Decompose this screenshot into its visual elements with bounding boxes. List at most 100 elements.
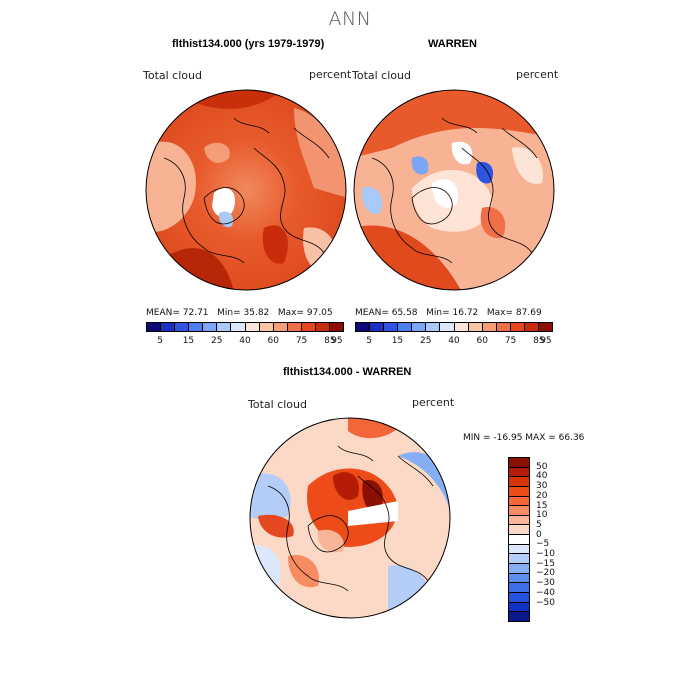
panel1-colorbar-tick-label: 25 [210, 336, 223, 346]
panel3-colorbar-tick-label: 40 [536, 471, 548, 482]
panel2-colorbar-swatch [539, 323, 553, 331]
panel1-colorbar-swatch [175, 323, 190, 331]
panel1-colorbar-swatch [217, 323, 232, 331]
panel3-colorbar-swatch [509, 467, 529, 478]
panel1-colorbar-swatch [203, 323, 218, 331]
panel2-colorbar-swatch [454, 323, 469, 331]
panel3-colorbar-swatch [509, 486, 529, 497]
panel1-min-label: Min= [217, 308, 241, 318]
panel3-colorbar-tick-label: −10 [536, 549, 555, 560]
panel2-units: percent [516, 68, 559, 81]
panel1-colorbar-tick-label: 85 [324, 336, 336, 346]
panel1-title: flthist134.000 (yrs 1979-1979) [172, 38, 325, 50]
panel3-minmax: MIN = -16.95 MAX = 66.36 [463, 433, 585, 443]
panel2-colorbar-swatch [412, 323, 427, 331]
panel3-colorbar-swatch [509, 458, 529, 468]
panel1-variable: Total cloud [143, 69, 202, 82]
panel3-colorbar-tick-label: 0 [536, 529, 542, 540]
panel3-colorbar-swatch [509, 573, 529, 584]
panel1-max-value: 97.05 [306, 308, 333, 318]
panel1-colorbar-tick-label: 40 [239, 336, 251, 346]
panel3-colorbar-swatch [509, 477, 529, 487]
panel1-colorbar-swatch [189, 323, 204, 331]
panel2-colorbar-swatch [384, 323, 399, 331]
panel2-colorbar-swatch [370, 323, 385, 331]
panel1-colorbar-swatch [161, 323, 176, 331]
map-difference-total-cloud [249, 417, 451, 619]
panel2-colorbar-tick-label: 25 [419, 336, 432, 346]
panel2-colorbar-tick-label: 85 [533, 336, 545, 346]
panel3-colorbar-tick-label: 15 [536, 500, 548, 511]
panel2-colorbar-swatch [510, 323, 525, 331]
panel2-colorbar-tick-label: 15 [391, 336, 404, 346]
panel3-colorbar-tick-label: 5 [536, 519, 542, 530]
panel1-units: percent [309, 68, 352, 81]
panel1-colorbar-tick-label: 95 [331, 336, 343, 346]
panel3-colorbar-tick-label: −50 [536, 597, 555, 608]
panel2-max-label: Max= [486, 308, 514, 318]
main-title: ANN [328, 8, 372, 30]
panel3-colorbar-swatch [509, 602, 529, 613]
panel2-min-label: Min= [426, 308, 450, 318]
panel3-colorbar-tick-label: −40 [536, 587, 555, 598]
panel3-colorbar-swatch [509, 496, 529, 507]
panel1-colorbar-swatch [273, 323, 288, 331]
panel2-colorbar-swatch [440, 323, 455, 331]
panel3-colorbar-swatch [509, 525, 529, 536]
panel2-colorbar [355, 322, 553, 332]
panel3-colorbar-swatch [509, 583, 529, 593]
panel2-colorbar-swatch [482, 323, 497, 331]
panel1-colorbar-swatch [147, 323, 162, 331]
map-observed-total-cloud [353, 89, 555, 291]
panel3-colorbar [508, 457, 530, 622]
panel1-colorbar [146, 322, 344, 332]
panel2-colorbar-tick-label: 60 [476, 336, 489, 346]
panel3-colorbar-swatch [509, 564, 529, 574]
panel2-colorbar-swatch [426, 323, 441, 331]
panel1-colorbar-tick-label: 60 [267, 336, 280, 346]
panel1-colorbar-swatch [287, 323, 302, 331]
panel1-colorbar-swatch [330, 323, 344, 331]
panel1-mean-value: 72.71 [182, 308, 209, 318]
panel3-colorbar-tick-label: −30 [536, 578, 555, 589]
panel1-colorbar-swatch [301, 323, 316, 331]
panel3-colorbar-swatch [509, 535, 529, 545]
panel1-min-value: 35.82 [243, 308, 270, 318]
panel2-max-value: 87.69 [515, 308, 542, 318]
panel1-max-label: Max= [277, 308, 305, 318]
panel2-colorbar-tick-label: 5 [366, 336, 373, 346]
panel2-mean-value: 65.58 [391, 308, 418, 318]
panel3-colorbar-swatch [509, 554, 529, 565]
panel2-colorbar-tick-label: 95 [540, 336, 552, 346]
panel1-colorbar-tick-label: 75 [295, 336, 308, 346]
panel3-colorbar-tick-label: −20 [536, 568, 555, 579]
panel3-units: percent [412, 396, 455, 409]
panel2-colorbar-swatch [398, 323, 413, 331]
panel1-colorbar-swatch [245, 323, 260, 331]
panel3-colorbar-tick-label: −15 [536, 558, 555, 569]
panel2-colorbar-swatch [356, 323, 371, 331]
panel1-colorbar-swatch [259, 323, 274, 331]
panel1-stats: MEAN= 72.71 Min= 35.82 Max= 97.05 [146, 308, 333, 318]
panel3-colorbar-tick-label: −5 [536, 539, 550, 550]
panel3-colorbar-tick-label: 30 [536, 481, 548, 492]
panel1-colorbar-tick-label: 15 [182, 336, 195, 346]
panel3-colorbar-swatch [509, 612, 529, 621]
panel2-colorbar-swatch [524, 323, 540, 331]
panel3-colorbar-swatch [509, 592, 529, 603]
panel3-colorbar-swatch [509, 544, 529, 555]
panel3-variable: Total cloud [248, 398, 307, 411]
panel2-colorbar-tick-label: 40 [448, 336, 460, 346]
panel2-variable: Total cloud [352, 69, 411, 82]
panel2-min-value: 16.72 [452, 308, 479, 318]
panel1-colorbar-tick-label: 5 [157, 336, 164, 346]
panel3-colorbar-tick-label: 20 [536, 490, 548, 501]
panel3-colorbar-swatch [509, 506, 529, 516]
panel2-mean-label: MEAN= [355, 308, 389, 318]
panel2-title: WARREN [428, 38, 477, 50]
panel3-title: flthist134.000 - WARREN [283, 366, 412, 378]
panel2-colorbar-swatch [496, 323, 511, 331]
panel1-mean-label: MEAN= [146, 308, 180, 318]
map-model-total-cloud [145, 89, 347, 291]
panel1-colorbar-swatch [231, 323, 246, 331]
